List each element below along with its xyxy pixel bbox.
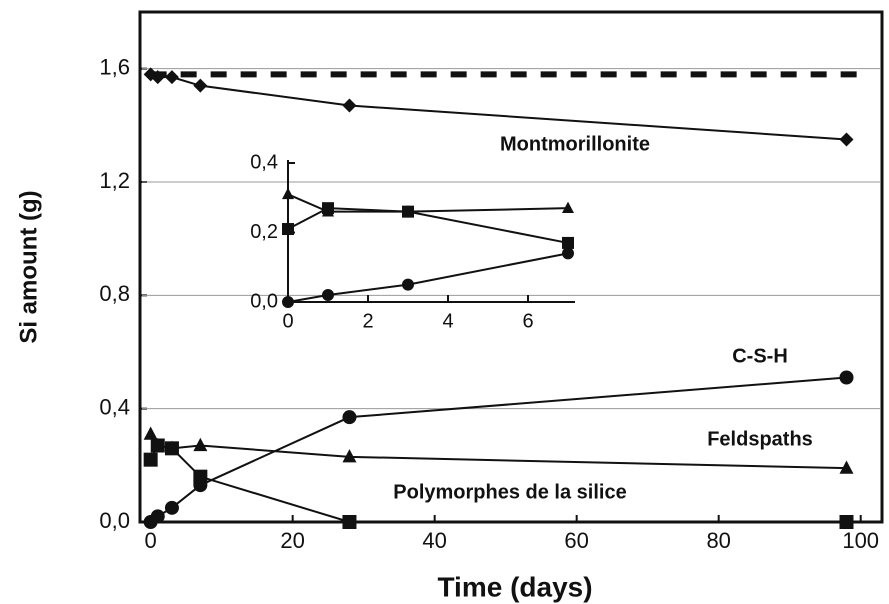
x-tick-label: 4 xyxy=(442,310,453,332)
y-axis-label: Si amount (g) xyxy=(15,190,42,343)
marker xyxy=(143,452,158,467)
marker xyxy=(839,460,854,474)
series-line xyxy=(287,252,569,303)
marker xyxy=(282,296,294,308)
marker xyxy=(193,469,208,484)
y-tick-label: 1,2 xyxy=(99,168,130,193)
y-tick-label: 0,4 xyxy=(99,394,130,419)
marker xyxy=(164,500,179,515)
marker xyxy=(143,426,158,440)
series-label: Montmorillonite xyxy=(500,133,650,155)
marker xyxy=(562,201,574,213)
x-tick-label: 0 xyxy=(145,528,157,553)
marker xyxy=(150,70,165,85)
marker xyxy=(164,70,179,85)
x-axis-label: Time (days) xyxy=(437,571,592,602)
series-line xyxy=(287,207,569,244)
y-tick-label: 0,8 xyxy=(99,281,130,306)
marker xyxy=(150,438,165,453)
marker xyxy=(839,515,854,529)
y-tick-label: 0,0 xyxy=(250,290,278,312)
y-tick-label: 0,0 xyxy=(99,508,130,533)
series-line xyxy=(287,193,569,213)
marker xyxy=(342,515,357,529)
marker xyxy=(193,78,208,93)
x-tick-label: 80 xyxy=(706,528,730,553)
marker xyxy=(164,441,179,456)
marker xyxy=(562,236,574,249)
marker xyxy=(402,278,414,291)
series-label: Polymorphes de la silice xyxy=(393,481,626,503)
x-tick-label: 6 xyxy=(522,310,533,332)
marker xyxy=(402,205,414,218)
marker xyxy=(322,289,334,302)
y-tick-label: 1,6 xyxy=(99,54,130,79)
x-tick-label: 40 xyxy=(422,528,446,553)
marker xyxy=(839,370,854,385)
x-tick-label: 20 xyxy=(280,528,304,553)
marker xyxy=(282,223,294,236)
series-label: C-S-H xyxy=(732,345,788,367)
y-tick-label: 0,2 xyxy=(250,221,278,243)
marker xyxy=(839,132,854,147)
x-tick-label: 2 xyxy=(362,310,373,332)
marker xyxy=(342,449,357,463)
marker xyxy=(150,509,165,524)
x-tick-label: 0 xyxy=(282,310,293,332)
marker xyxy=(322,202,334,215)
marker xyxy=(282,187,294,200)
marker xyxy=(342,410,357,425)
x-tick-label: 100 xyxy=(842,528,879,553)
marker xyxy=(193,437,208,452)
x-tick-label: 60 xyxy=(564,528,588,553)
y-tick-label: 0,4 xyxy=(250,151,278,173)
series-line xyxy=(150,73,847,141)
marker xyxy=(562,247,574,260)
series-label: Feldspaths xyxy=(707,428,813,450)
marker xyxy=(342,98,357,113)
